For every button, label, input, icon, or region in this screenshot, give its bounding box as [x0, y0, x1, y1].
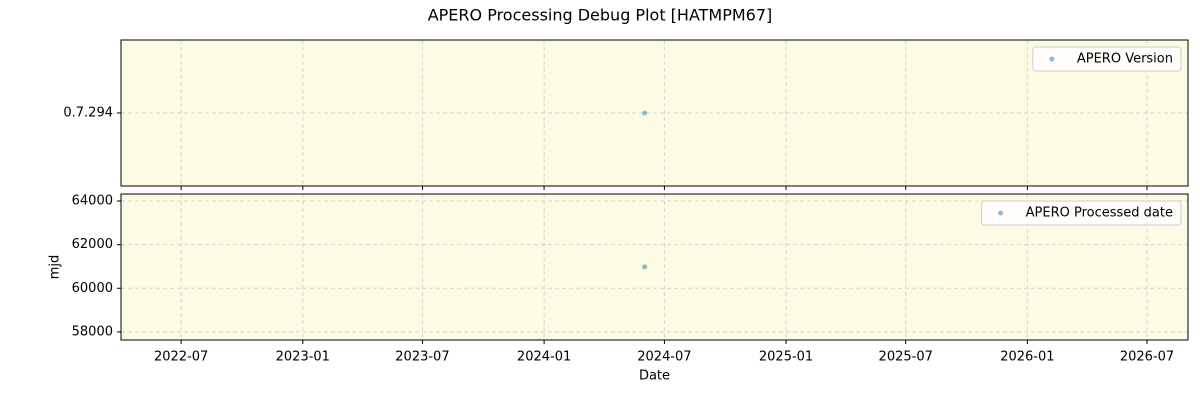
x-axis-label: Date [639, 369, 670, 384]
data-point [642, 110, 648, 116]
data-point [642, 264, 648, 270]
legend-label: APERO Version [1077, 52, 1173, 67]
y-tick-label: 0.7.294 [63, 106, 113, 121]
y-tick-label: 62000 [72, 237, 113, 252]
y-axis-label: mjd [48, 255, 63, 280]
legend-marker [1049, 56, 1055, 62]
x-tick-label: 2022-07 [154, 350, 208, 365]
legend: APERO Processed date [981, 200, 1182, 226]
x-tick-label: 2023-07 [395, 350, 449, 365]
y-tick-label: 60000 [72, 281, 113, 296]
legend: APERO Version [1032, 46, 1182, 72]
legend-label: APERO Processed date [1026, 206, 1173, 221]
y-tick-label: 64000 [72, 193, 113, 208]
plot-frame [120, 193, 1189, 341]
x-tick-label: 2025-07 [879, 350, 933, 365]
x-tick-label: 2024-07 [637, 350, 691, 365]
x-tick-label: 2024-01 [517, 350, 571, 365]
x-tick-label: 2026-07 [1120, 350, 1174, 365]
plot-frame [120, 39, 1189, 187]
legend-box [981, 200, 1182, 226]
y-tick-label: 58000 [72, 324, 113, 339]
legend-marker [998, 210, 1004, 216]
x-tick-label: 2026-01 [1000, 350, 1054, 365]
x-tick-label: 2023-01 [276, 350, 330, 365]
figure-title: APERO Processing Debug Plot [HATMPM67] [428, 6, 773, 25]
x-tick-label: 2025-01 [759, 350, 813, 365]
legend-box [1032, 46, 1182, 72]
